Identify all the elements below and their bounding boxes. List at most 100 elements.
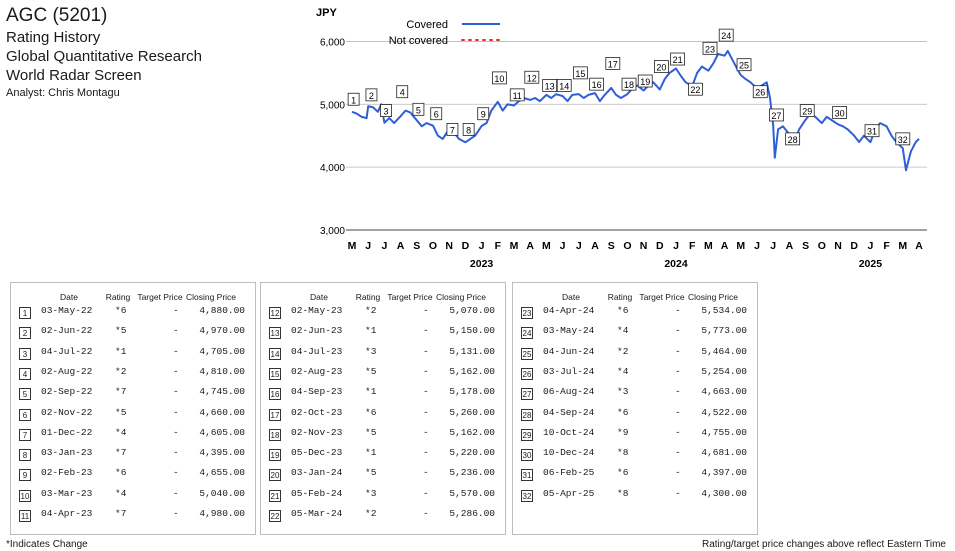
table-row: 24 03-May-24 *4 - 5,773.00 (513, 324, 757, 340)
target-price-cell: - (423, 447, 429, 459)
x-tick-label: J (673, 240, 679, 252)
row-number: 10 (19, 489, 31, 502)
row-number: 28 (521, 408, 533, 421)
x-tick-label: J (381, 240, 387, 252)
closing-price-cell: 5,236.00 (449, 467, 495, 479)
date-cell: 05-Feb-24 (291, 487, 343, 499)
date-cell: 02-Jun-22 (41, 325, 93, 337)
row-number: 12 (269, 307, 281, 319)
rating-cell: *8 (617, 487, 629, 499)
date-cell: 04-Apr-23 (41, 508, 93, 519)
rating-marker (752, 85, 768, 99)
rating-marker-label: 32 (898, 135, 908, 145)
y-tick-label: 3,000 (320, 226, 345, 237)
x-tick-label: M (704, 240, 713, 252)
rating-marker-label: 9 (481, 110, 486, 120)
date-cell: 02-Aug-23 (291, 365, 343, 377)
rating-marker (654, 60, 669, 73)
rating-marker-label: 25 (739, 61, 749, 71)
rating-marker-label: 19 (640, 77, 650, 87)
row-number: 16 (269, 388, 281, 401)
x-tick-label: S (802, 240, 809, 252)
table-row: 29 10-Oct-24 *9 - 4,755.00 (513, 426, 757, 442)
target-price-cell: - (423, 406, 429, 418)
rating-marker (621, 77, 637, 91)
date-cell: 02-May-23 (291, 305, 343, 316)
date-cell: 06-Feb-25 (543, 467, 595, 479)
target-price-cell: - (675, 386, 681, 398)
rating-cell: *7 (115, 508, 127, 519)
rating-cell: *2 (365, 305, 377, 316)
target-price-cell: - (675, 365, 681, 377)
date-cell: 10-Dec-24 (543, 447, 595, 459)
rating-cell: *6 (365, 406, 377, 418)
table-row: 6 02-Nov-22 *5 - 4,660.00 (11, 406, 255, 422)
target-price-cell: - (675, 426, 681, 438)
column-header: Closing Price (435, 292, 487, 302)
rating-marker-label: 7 (450, 125, 455, 135)
header: AGC (5201) Rating History Global Quantit… (6, 0, 202, 100)
rating-marker (446, 123, 459, 136)
date-cell: 03-Jul-24 (543, 365, 595, 377)
rating-cell: *1 (365, 447, 377, 459)
date-cell: 03-May-24 (543, 325, 595, 337)
row-number: 23 (521, 307, 533, 319)
x-tick-label: M (736, 240, 745, 252)
x-tick-label: A (526, 240, 534, 252)
x-tick-label: A (721, 240, 729, 252)
x-tick-label: J (754, 240, 760, 252)
row-number: 1 (19, 307, 31, 319)
rating-marker (380, 104, 392, 117)
column-header: Target Price (137, 292, 183, 302)
closing-price-cell: 5,150.00 (449, 325, 495, 337)
rating-marker-label: 22 (690, 85, 700, 95)
rating-marker-label: 1 (351, 95, 356, 105)
target-price-cell: - (173, 487, 179, 499)
target-price-cell: - (675, 305, 681, 316)
rating-marker (769, 108, 784, 122)
date-cell: 03-Mar-23 (41, 487, 93, 499)
rating-marker (688, 82, 703, 96)
column-header: Closing Price (185, 292, 237, 302)
x-tick-label: F (883, 240, 890, 252)
rating-cell: *4 (115, 426, 127, 438)
rating-cell: *2 (617, 345, 629, 357)
table-row: 13 02-Jun-23 *1 - 5,150.00 (261, 324, 505, 340)
closing-price-cell: 4,980.00 (199, 508, 245, 519)
row-number: 32 (521, 489, 533, 502)
rating-marker (347, 92, 360, 106)
target-price-cell: - (423, 487, 429, 499)
row-number: 9 (19, 469, 31, 482)
table-header: Date Rating Target Price Closing Price (11, 292, 255, 314)
table-row: 26 03-Jul-24 *4 - 5,254.00 (513, 365, 757, 381)
x-tick-label: D (462, 240, 470, 252)
rating-cell: *3 (365, 345, 377, 357)
date-cell: 04-Sep-24 (543, 406, 595, 418)
rating-cell: *4 (617, 365, 629, 377)
table-row: 16 04-Sep-23 *1 - 5,178.00 (261, 385, 505, 401)
date-cell: 02-Sep-22 (41, 386, 93, 398)
target-price-cell: - (423, 508, 429, 519)
rating-marker (462, 123, 475, 136)
rating-cell: *3 (365, 487, 377, 499)
column-header: Closing Price (687, 292, 739, 302)
x-tick-label: O (429, 240, 437, 252)
rating-marker-label: 31 (867, 127, 877, 137)
rating-marker-label: 26 (755, 88, 765, 98)
row-number: 29 (521, 428, 533, 441)
date-cell: 04-Jul-23 (291, 345, 343, 357)
x-tick-label: J (576, 240, 582, 252)
x-tick-label: O (818, 240, 826, 252)
closing-price-cell: 5,773.00 (701, 325, 747, 337)
table-row: 18 02-Nov-23 *5 - 5,162.00 (261, 426, 505, 442)
rating-table-1: Date Rating Target Price Closing Price 1 03-M… (10, 282, 256, 535)
legend-label: Not covered (389, 35, 448, 47)
price-line (351, 49, 920, 172)
closing-price-cell: 5,464.00 (701, 345, 747, 357)
rating-marker-label: 4 (400, 88, 405, 98)
rating-marker (637, 74, 653, 88)
date-cell: 03-Jan-24 (291, 467, 343, 479)
x-tick-label: J (770, 240, 776, 252)
rating-cell: *1 (365, 386, 377, 398)
date-cell: 05-Mar-24 (291, 508, 343, 519)
